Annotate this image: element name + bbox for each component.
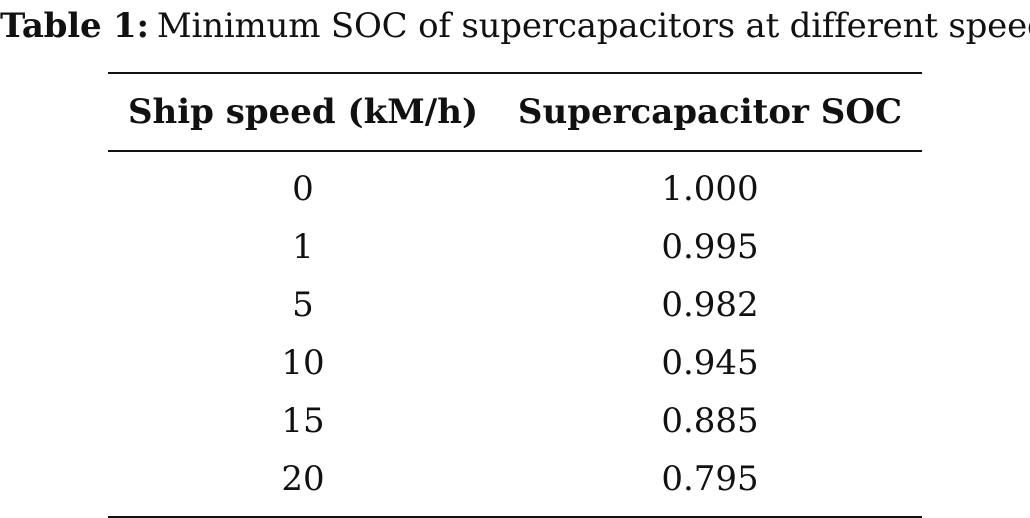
cell-speed: 0 [292, 169, 314, 209]
cell-speed: 5 [292, 285, 314, 325]
header-ship-speed: Ship speed (kM/h) [108, 73, 498, 152]
cell-soc: 0.945 [661, 343, 759, 383]
cell-speed: 1 [292, 227, 314, 267]
cell-soc: 0.885 [661, 401, 759, 441]
table-row: 20 0.795 [108, 450, 922, 517]
table-container: Ship speed (kM/h) Supercapacitor SOC 0 1… [108, 72, 922, 518]
table-row: 10 0.945 [108, 334, 922, 392]
caption-label: Table 1: [0, 6, 149, 46]
soc-table: Ship speed (kM/h) Supercapacitor SOC 0 1… [108, 72, 922, 518]
table-row: 1 0.995 [108, 218, 922, 276]
table-row: 5 0.982 [108, 276, 922, 334]
cell-soc: 0.995 [661, 227, 759, 267]
header-supercapacitor-soc: Supercapacitor SOC [497, 73, 922, 152]
cell-soc: 1.000 [661, 169, 759, 209]
header-row: Ship speed (kM/h) Supercapacitor SOC [108, 73, 922, 152]
table-caption: Table 1: Minimum SOC of supercapacitors a… [0, 6, 1030, 46]
cell-speed: 15 [281, 401, 325, 441]
caption-text: Minimum SOC of supercapacitors at differ… [156, 6, 1030, 46]
cell-speed: 20 [281, 459, 325, 499]
cell-speed: 10 [281, 343, 325, 383]
table-row: 15 0.885 [108, 392, 922, 450]
cell-soc: 0.982 [661, 285, 759, 325]
table-row: 0 1.000 [108, 151, 922, 218]
table-header: Ship speed (kM/h) Supercapacitor SOC [108, 73, 922, 152]
cell-soc: 0.795 [661, 459, 759, 499]
table-body: 0 1.000 1 0.995 5 0.982 10 0.945 15 0.88… [108, 151, 922, 517]
